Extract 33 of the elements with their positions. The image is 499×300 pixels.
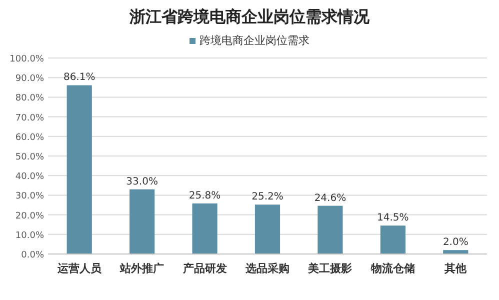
x-tick-label: 站外推广 <box>119 262 164 275</box>
y-tick-label: 40.0% <box>15 172 44 182</box>
legend-label: 跨境电商企业岗位需求 <box>200 34 310 47</box>
y-tick-label: 80.0% <box>15 94 44 104</box>
y-tick-label: 100.0% <box>10 54 44 64</box>
x-tick-label: 物流仓储 <box>370 262 415 275</box>
y-tick-label: 20.0% <box>15 211 44 222</box>
bar <box>192 203 218 254</box>
y-tick-label: 50.0% <box>15 152 44 162</box>
bar <box>130 189 155 254</box>
data-label: 2.0% <box>442 237 468 248</box>
y-tick-label: 30.0% <box>15 192 44 202</box>
y-tick-label: 70.0% <box>15 113 44 124</box>
bar <box>66 85 92 254</box>
data-label: 24.6% <box>314 192 346 204</box>
x-tick-label: 美工摄影 <box>307 262 352 275</box>
x-tick-label: 其他 <box>444 262 468 275</box>
bar <box>318 206 343 254</box>
bar <box>380 226 406 254</box>
x-tick-label: 产品研发 <box>182 262 227 275</box>
data-label: 33.0% <box>126 176 158 188</box>
y-tick-label: 90.0% <box>15 74 44 84</box>
data-label: 25.2% <box>252 192 284 203</box>
y-tick-label: 0.0% <box>21 250 44 260</box>
y-tick-label: 60.0% <box>15 132 44 143</box>
data-label: 86.1% <box>63 72 96 84</box>
y-tick-label: 10.0% <box>15 230 44 241</box>
x-tick-label: 选品采购 <box>244 262 290 275</box>
chart-title: 浙江省跨境电商企业岗位需求情况 <box>128 7 370 26</box>
data-label: 25.8% <box>188 190 221 202</box>
bar <box>254 204 280 254</box>
x-tick-label: 运营人员 <box>56 262 102 275</box>
data-label: 14.5% <box>377 212 409 224</box>
